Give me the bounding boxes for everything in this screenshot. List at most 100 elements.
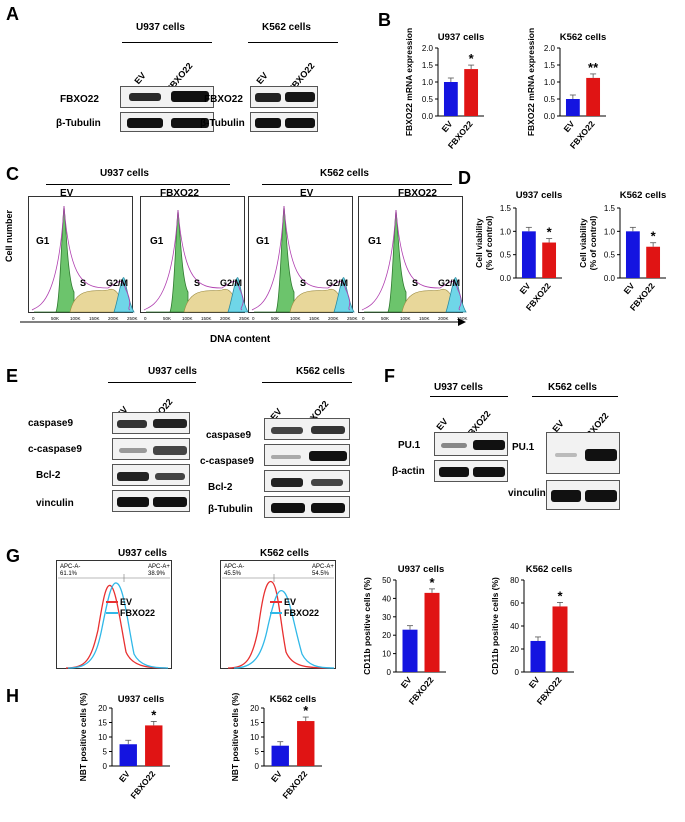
c-hist-xtick: 0 bbox=[144, 316, 147, 321]
c-histogram-3: G1 S G2/M 0 50K 100K 150K 200K 250K bbox=[358, 196, 468, 321]
c-hist-s-label: S bbox=[412, 278, 418, 288]
c-hist-g1-label: G1 bbox=[368, 236, 382, 247]
c-k562-title: K562 cells bbox=[320, 168, 369, 179]
band bbox=[171, 118, 209, 128]
x-tick-label: EV bbox=[527, 675, 542, 690]
c-hist-xtick: 50K bbox=[163, 316, 171, 321]
g-u937-title: U937 cells bbox=[118, 548, 167, 559]
y-tick-label: 0.0 bbox=[604, 274, 616, 283]
y-tick-label: 0 bbox=[103, 762, 108, 771]
bar-fbxo22 bbox=[145, 725, 163, 766]
f-k562-title: K562 cells bbox=[548, 382, 597, 393]
bar-ev bbox=[565, 99, 580, 116]
e-k562-label-bcl2: Bcl-2 bbox=[208, 482, 233, 493]
band bbox=[117, 472, 149, 481]
e-k562-title: K562 cells bbox=[296, 366, 345, 377]
panel-label-c: C bbox=[6, 164, 19, 184]
bar-chart-d-u937: U937 cells 0.0 0.5 1.0 1.5 Cell viability (% o… bbox=[474, 190, 562, 313]
y-axis-label: Cell viability bbox=[474, 218, 484, 268]
y-tick-label: 15 bbox=[98, 719, 107, 728]
band bbox=[271, 427, 303, 434]
c-hist-g1-label: G1 bbox=[150, 236, 164, 247]
panel-label-a: A bbox=[6, 4, 19, 24]
y-tick-label: 0.5 bbox=[604, 251, 616, 260]
c-hist-xtick: 150K bbox=[201, 316, 212, 321]
significance-mark: * bbox=[651, 229, 657, 244]
y-tick-label: 5 bbox=[103, 748, 108, 757]
y-tick-label: 40 bbox=[510, 622, 519, 631]
a-u937-blot-tubulin bbox=[120, 112, 214, 132]
bar-fbxo22 bbox=[586, 77, 601, 116]
band bbox=[555, 453, 577, 457]
c-hist-xtick: 50K bbox=[51, 316, 59, 321]
x-tick-label: EV bbox=[517, 281, 532, 296]
c-hist-fit-curve bbox=[361, 209, 462, 311]
y-axis-label-sub: (% of control) bbox=[588, 215, 598, 270]
band bbox=[119, 448, 147, 453]
c-hist-xtick: 150K bbox=[309, 316, 320, 321]
c-hist-g2m-peak bbox=[333, 277, 355, 313]
y-tick-label: 40 bbox=[382, 594, 391, 603]
f-u937-line bbox=[430, 396, 508, 397]
c-u937-title: U937 cells bbox=[100, 168, 149, 179]
c-hist-g2m-label: G2/M bbox=[438, 278, 460, 288]
c-hist-xtick: 250K bbox=[457, 316, 468, 321]
c-hist-group: G1 S G2/M 0 50K 100K 150K 200K 250K G1 S G2/M 0 50K 10… bbox=[28, 196, 468, 321]
g-k562-gate-pos-pct: 54.5% bbox=[312, 571, 330, 577]
c-hist-g2m-label: G2/M bbox=[106, 278, 128, 288]
c-histogram-2: G1 S G2/M 0 50K 100K 150K 200K 250K bbox=[248, 196, 358, 321]
c-hist-xtick: 100K bbox=[182, 316, 193, 321]
significance-mark: * bbox=[303, 703, 309, 718]
x-tick-label: EV bbox=[439, 119, 454, 134]
c-hist-g1-label: G1 bbox=[36, 236, 50, 247]
a-u937-title: U937 cells bbox=[136, 22, 185, 33]
c-hist-xtick: 250K bbox=[347, 316, 358, 321]
band bbox=[311, 426, 345, 434]
band bbox=[153, 419, 187, 428]
c-hist-s-label: S bbox=[300, 278, 306, 288]
c-k562-ev-label: EV bbox=[300, 188, 314, 199]
band bbox=[153, 497, 187, 507]
c-hist-xtick: 200K bbox=[438, 316, 449, 321]
bar-fbxo22 bbox=[424, 592, 440, 672]
bar-chart-title: U937 cells bbox=[438, 32, 484, 43]
bar-chart-title: K562 cells bbox=[270, 694, 316, 705]
band bbox=[271, 478, 303, 487]
e-u937-blot-bcl2 bbox=[112, 464, 190, 486]
e-u937-blot-vinc bbox=[112, 490, 190, 512]
c-hist-xtick: 150K bbox=[89, 316, 100, 321]
c-histograms: G1 S G2/M 0 50K 100K 150K 200K 250K G1 S G2/M 0 50K 10… bbox=[20, 196, 468, 326]
y-axis-label: CD11b positive cells (%) bbox=[362, 577, 372, 675]
y-axis-label: NBT positive cells (%) bbox=[230, 692, 240, 781]
f-k562-line bbox=[532, 396, 618, 397]
c-hist-xtick: 100K bbox=[400, 316, 411, 321]
bar-chart-title: K562 cells bbox=[560, 32, 606, 43]
bar-ev bbox=[443, 82, 458, 116]
c-u937-fbxo22-label: FBXO22 bbox=[160, 188, 199, 199]
g-u937-ev-curve bbox=[65, 584, 167, 669]
g-u937-fbxo22-curve bbox=[67, 582, 169, 669]
f-k562-label-vinc: vinculin bbox=[508, 488, 546, 499]
bar-fbxo22 bbox=[464, 69, 479, 116]
bar-ev bbox=[119, 744, 137, 766]
band bbox=[441, 443, 467, 448]
f-k562-blot-vinc bbox=[546, 480, 620, 510]
e-u937-line bbox=[108, 382, 196, 383]
g-k562-legend-ev: EV bbox=[284, 597, 296, 607]
bar-ev bbox=[271, 745, 289, 766]
e-u937-label-casp9: caspase9 bbox=[28, 418, 74, 429]
y-tick-label: 1.0 bbox=[500, 227, 512, 236]
f-u937-label-actin: β-actin bbox=[392, 466, 425, 477]
x-tick-label: EV bbox=[399, 675, 414, 690]
y-axis-label: FBXO22 mRNA expression bbox=[404, 28, 414, 136]
bar-chart-b-u937: U937 cells 0.0 0.5 1.0 1.5 2.0 FBXO22 mRNA exp… bbox=[404, 28, 484, 151]
y-tick-label: 1.5 bbox=[544, 61, 556, 70]
c-hist-s-label: S bbox=[80, 278, 86, 288]
e-k562-blot-casp9 bbox=[264, 418, 350, 440]
f-u937-label-pu1: PU.1 bbox=[398, 440, 421, 451]
e-u937-label-bcl2: Bcl-2 bbox=[36, 470, 61, 481]
y-tick-label: 60 bbox=[510, 599, 519, 608]
band bbox=[171, 91, 209, 102]
band bbox=[153, 446, 187, 455]
c-histogram-1: G1 S G2/M 0 50K 100K 150K 200K 250K bbox=[140, 196, 250, 321]
